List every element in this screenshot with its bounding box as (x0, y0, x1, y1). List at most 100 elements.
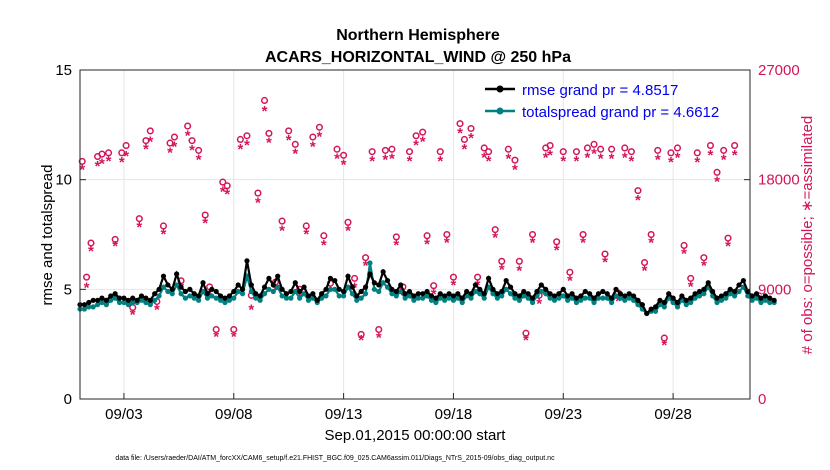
series-point-rmse (512, 291, 518, 297)
series-point-rmse (652, 304, 659, 310)
series-point-rmse (393, 288, 399, 295)
obs-possible-point (601, 250, 609, 258)
obs-possible-point (357, 330, 365, 338)
obs-possible-point (362, 254, 370, 262)
tick-label-left: 10 (55, 172, 72, 189)
series-point-totalspread (248, 288, 254, 295)
series-point-rmse (125, 297, 131, 303)
series-point-totalspread (652, 308, 659, 314)
obs-assimilated-point: * (642, 263, 648, 280)
obs-assimilated-point: * (154, 302, 160, 319)
obs-assimilated-point: * (481, 149, 487, 166)
obs-assimilated-point: * (681, 246, 687, 263)
series-point-totalspread (81, 306, 87, 312)
series-point-totalspread (257, 297, 263, 303)
obs-assimilated-point: * (231, 328, 237, 345)
obs-possible-point (654, 146, 662, 154)
series-point-rmse (314, 297, 320, 303)
series-point-totalspread (231, 295, 237, 301)
series-point-rmse (543, 286, 549, 292)
series-point-rmse (275, 273, 281, 279)
series-point-totalspread (152, 297, 158, 303)
series-point-rmse (231, 288, 237, 295)
series-point-rmse (683, 297, 689, 303)
obs-assimilated-point: * (202, 215, 208, 232)
series-point-totalspread (160, 284, 167, 290)
series-point-rmse (319, 291, 325, 297)
obs-possible-point (546, 141, 554, 150)
series-point-totalspread (341, 293, 347, 299)
series-point-rmse (437, 291, 443, 297)
obs-assimilated-point: * (244, 137, 250, 154)
series-point-totalspread (174, 282, 180, 288)
series-point-rmse (771, 297, 777, 303)
series-point-totalspread (604, 295, 610, 301)
obs-assimilated-point: * (136, 219, 142, 236)
series-point-totalspread (217, 297, 224, 303)
series-point-rmse (428, 293, 435, 299)
series-point-rmse (762, 293, 768, 299)
obs-assimilated-point: * (598, 151, 604, 168)
series-point-totalspread (204, 295, 211, 301)
obs-assimilated-point: * (143, 141, 149, 158)
series-point-totalspread (499, 293, 505, 299)
series-point-totalspread (349, 291, 355, 297)
series-point-rmse (213, 288, 219, 295)
series-point-totalspread (569, 295, 575, 301)
series-point-totalspread (472, 288, 479, 295)
series-point-totalspread (455, 295, 461, 301)
series-point-totalspread (406, 293, 413, 299)
series-point-rmse (714, 295, 720, 301)
series-point-rmse (472, 282, 479, 288)
series-point-rmse (644, 310, 650, 317)
obs-possible-point (243, 132, 251, 140)
series-point-totalspread (516, 297, 522, 303)
obs-possible-point (504, 145, 512, 153)
obs-possible-point (647, 230, 655, 239)
series-point-rmse (521, 288, 527, 295)
series-point-totalspread (130, 299, 136, 306)
series-point-totalspread (384, 284, 391, 290)
obs-assimilated-point: * (516, 263, 522, 280)
obs-possible-point (146, 127, 154, 135)
obs-assimilated-point: * (547, 147, 553, 164)
series-point-rmse (490, 286, 496, 292)
series-point-totalspread (718, 297, 725, 303)
obs-assimilated-point: * (237, 141, 243, 158)
obs-possible-point (83, 273, 91, 281)
series-point-rmse (147, 297, 153, 303)
tick-label-x: 09/08 (215, 406, 253, 423)
obs-possible-point (608, 145, 616, 153)
obs-possible-point (392, 233, 400, 241)
obs-assimilated-point: * (224, 186, 230, 203)
series-point-rmse (283, 291, 290, 297)
series-point-rmse (178, 284, 184, 290)
series-point-totalspread (112, 295, 118, 301)
series-point-rmse (143, 295, 149, 301)
series-point-rmse (639, 302, 645, 308)
obs-assimilated-point: * (363, 258, 369, 275)
series-point-rmse (253, 291, 259, 297)
series-point-totalspread (323, 293, 329, 299)
obs-assimilated-point: * (424, 236, 430, 253)
obs-possible-point (687, 274, 695, 282)
series-point-rmse (547, 291, 553, 297)
series-point-rmse (749, 293, 755, 299)
series-point-totalspread (305, 297, 312, 303)
series-point-totalspread (494, 295, 500, 301)
obs-possible-point (436, 148, 444, 156)
series-point-totalspread (630, 297, 637, 303)
series-point-totalspread (415, 295, 421, 301)
series-point-totalspread (90, 304, 96, 310)
series-point-totalspread (222, 299, 228, 306)
obs-possible-point (498, 257, 506, 265)
obs-assimilated-point: * (185, 127, 191, 144)
series-point-totalspread (156, 293, 162, 299)
obs-possible-point (693, 149, 701, 157)
series-point-totalspread (94, 302, 101, 308)
series-point-rmse (389, 286, 395, 292)
series-point-totalspread (595, 295, 602, 301)
obs-assimilated-point: * (523, 332, 529, 349)
plot-frame (79, 69, 751, 400)
obs-possible-point (515, 257, 523, 265)
